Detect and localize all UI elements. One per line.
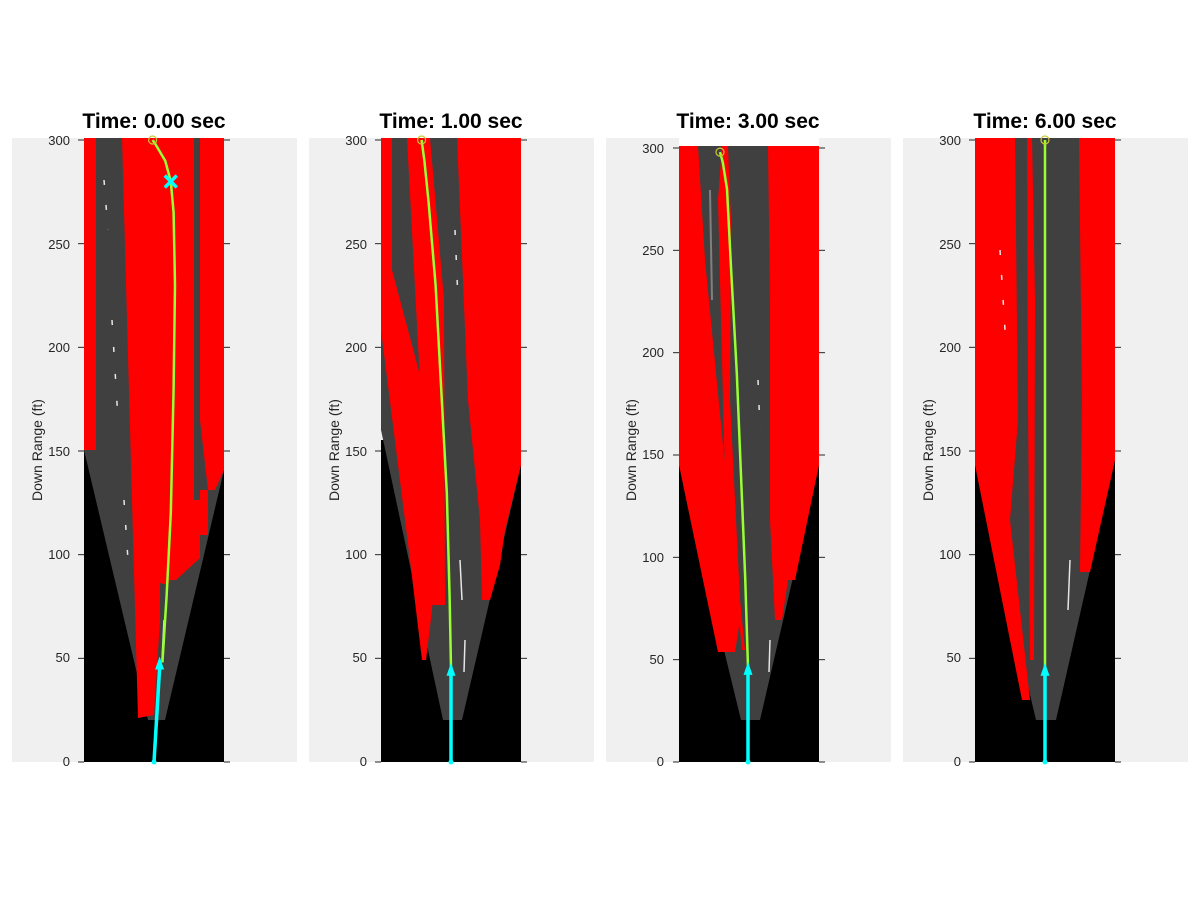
unsafe-region <box>975 225 990 355</box>
y-tick-label: 250 <box>48 237 70 252</box>
y-axis-label: Down Range (ft) <box>920 399 936 501</box>
unsafe-region <box>381 138 392 270</box>
unsafe-region <box>84 138 96 450</box>
planned-path-line <box>151 139 177 663</box>
unsafe-region <box>122 138 208 718</box>
scene <box>381 138 521 762</box>
path-overlay <box>673 147 825 765</box>
unsafe-region <box>718 146 745 650</box>
path-end-marker <box>715 147 725 157</box>
ego-vehicle-origin <box>1042 759 1048 765</box>
y-tick-label: 200 <box>939 340 961 355</box>
y-tick-label: 250 <box>642 243 664 258</box>
scene <box>679 138 819 762</box>
y-tick-label: 0 <box>657 754 664 769</box>
ego-vehicle-arrow <box>152 668 162 763</box>
unsafe-region <box>1027 138 1035 660</box>
white-band <box>679 138 819 146</box>
ego-vehicle-arrowhead <box>446 662 456 676</box>
ego-vehicle-origin <box>745 759 751 765</box>
y-tick-label: 150 <box>642 447 664 462</box>
y-tick-label: 200 <box>642 345 664 360</box>
y-tick-label: 0 <box>360 754 367 769</box>
scene <box>975 138 1115 762</box>
lane-marking <box>709 189 713 301</box>
y-tick-label: 300 <box>345 133 367 148</box>
y-axis: 0 50 100 150 200 250 300 <box>939 133 961 769</box>
y-tick-label: 50 <box>650 652 664 667</box>
y-tick-label: 150 <box>939 444 961 459</box>
goal-marker-icon <box>163 174 179 189</box>
y-axis-label: Down Range (ft) <box>326 399 342 501</box>
y-tick-label: 300 <box>48 133 70 148</box>
y-tick-label: 100 <box>48 547 70 562</box>
unsafe-region <box>768 146 819 620</box>
lane-marking <box>1067 559 1071 611</box>
y-tick-label: 200 <box>345 340 367 355</box>
subplot-4: Time: 6.00 sec Down Range (ft) 0 50 100 … <box>903 110 1188 769</box>
y-tick-label: 300 <box>642 141 664 156</box>
subplot-title: Time: 6.00 sec <box>973 110 1117 133</box>
lane-marking <box>757 379 761 431</box>
scene <box>84 138 224 762</box>
y-tick-label: 50 <box>947 650 961 665</box>
y-tick-label: 50 <box>56 650 70 665</box>
y-tick-label: 100 <box>939 547 961 562</box>
subplot-title: Time: 1.00 sec <box>379 110 523 133</box>
unsafe-region <box>457 138 521 600</box>
lane-marking <box>463 639 466 673</box>
planned-path-line <box>420 139 453 669</box>
subplot-title: Time: 0.00 sec <box>82 110 226 133</box>
unsafe-region <box>200 138 224 490</box>
lane-marking <box>123 499 129 561</box>
subplot-2: Time: 1.00 sec Down Range (ft) 0 50 100 … <box>309 110 594 769</box>
unsafe-region <box>679 146 740 652</box>
y-axis: 0 50 100 150 200 250 300 <box>48 133 70 769</box>
y-axis: 0 50 100 150 200 250 300 <box>345 133 367 769</box>
y-axis-label: Down Range (ft) <box>29 399 45 501</box>
subplot-title: Time: 3.00 sec <box>676 110 820 133</box>
ego-vehicle-origin <box>448 759 454 765</box>
unsafe-region <box>1079 138 1115 572</box>
y-axis-label: Down Range (ft) <box>623 399 639 501</box>
ego-vehicle-origin <box>151 759 157 765</box>
path-end-marker <box>1040 135 1050 145</box>
lane-marking <box>459 559 463 601</box>
y-tick-label: 250 <box>345 237 367 252</box>
path-end-marker <box>417 135 427 145</box>
lane-marking <box>111 319 119 421</box>
y-tick-label: 100 <box>345 547 367 562</box>
y-tick-label: 200 <box>48 340 70 355</box>
lane-marking <box>103 179 109 231</box>
y-tick-label: 150 <box>48 444 70 459</box>
unsafe-region <box>381 270 440 660</box>
y-tick-label: 150 <box>345 444 367 459</box>
subplot-1: Time: 0.00 sec Down Range (ft) 0 50 100 … <box>12 110 297 769</box>
ego-vehicle-arrowhead <box>1040 662 1050 676</box>
path-end-marker <box>148 135 158 145</box>
y-axis: 0 50 100 150 200 250 300 <box>642 141 664 769</box>
unsafe-region <box>407 138 445 605</box>
y-tick-label: 0 <box>954 754 961 769</box>
path-overlay <box>78 135 230 765</box>
subplot-3: Time: 3.00 sec Down Range (ft) 0 50 100 … <box>606 110 891 769</box>
y-tick-label: 250 <box>939 237 961 252</box>
path-overlay <box>375 135 527 765</box>
lane-marking <box>768 639 771 673</box>
y-tick-label: 50 <box>353 650 367 665</box>
ego-vehicle-arrowhead <box>155 656 165 670</box>
path-overlay <box>969 135 1121 765</box>
y-tick-label: 0 <box>63 754 70 769</box>
y-tick-label: 100 <box>642 550 664 565</box>
planned-path-line <box>718 151 750 668</box>
ego-vehicle-arrowhead <box>743 661 753 675</box>
y-tick-label: 300 <box>939 133 961 148</box>
